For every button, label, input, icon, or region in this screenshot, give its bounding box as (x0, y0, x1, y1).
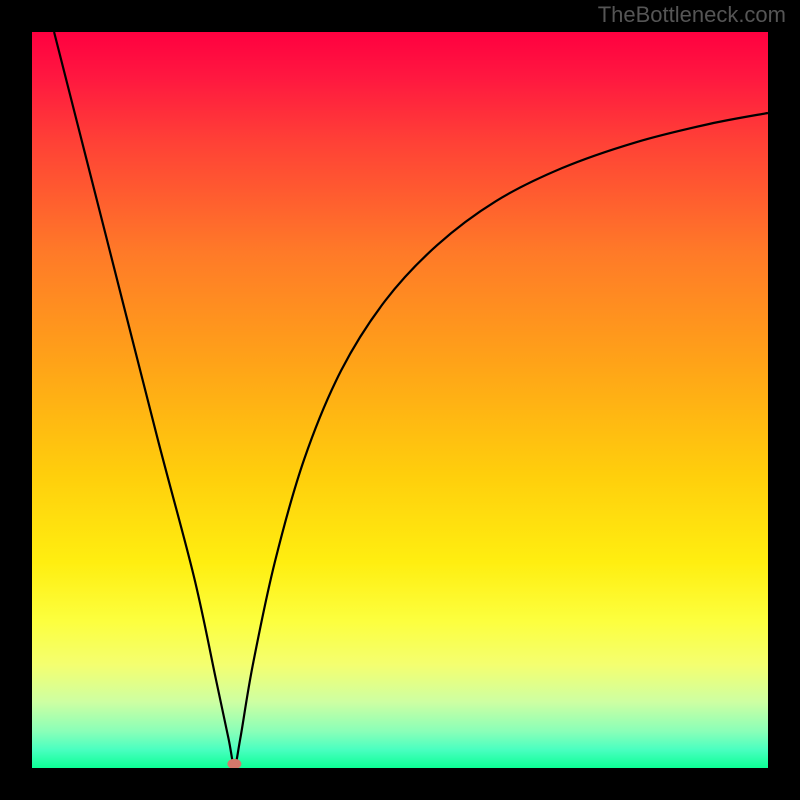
performance-curve (54, 32, 768, 766)
bottleneck-curve-chart (32, 32, 768, 768)
watermark-text: TheBottleneck.com (598, 2, 786, 28)
plot-area (32, 32, 768, 768)
optimal-point-marker (228, 758, 241, 768)
